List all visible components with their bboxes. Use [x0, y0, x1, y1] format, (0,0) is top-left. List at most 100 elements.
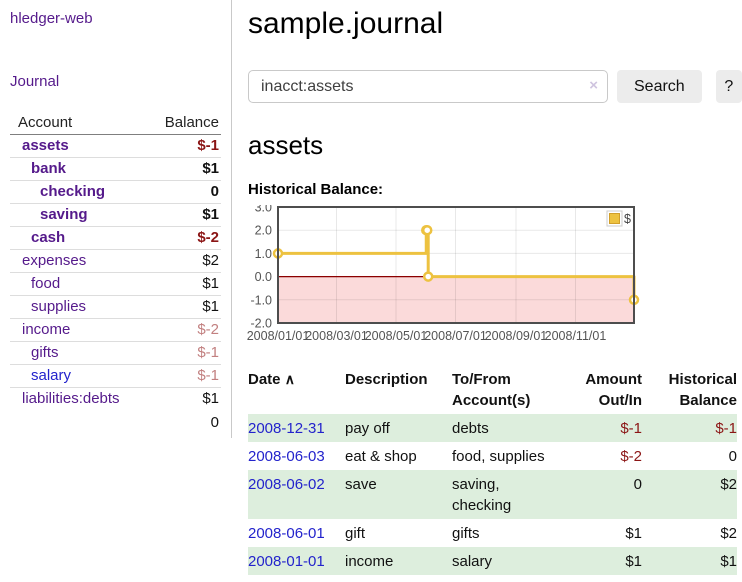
register-row: 2008-01-01 income salary $1 $1 [248, 547, 737, 575]
transaction-accounts: salary [452, 553, 493, 570]
transaction-date-link[interactable]: 2008-12-31 [248, 420, 325, 437]
svg-text:-1.0: -1.0 [250, 293, 272, 307]
search-button[interactable]: Search [617, 70, 702, 103]
sidebar-total-row: 0 [10, 410, 221, 434]
sidebar-account-link[interactable]: salary [31, 367, 72, 384]
page-title: sample.journal [248, 7, 444, 40]
svg-text:2008/03/01: 2008/03/01 [305, 329, 368, 343]
register-row: 2008-12-31 pay off debts $-1 $-1 [248, 414, 737, 442]
sidebar-account-balance: $1 [143, 294, 221, 318]
sidebar-account-link[interactable]: food [31, 275, 61, 292]
transaction-amount: $-2 [620, 448, 642, 465]
transaction-description: income [345, 553, 394, 570]
account-title: assets [248, 130, 324, 160]
svg-text:-2.0: -2.0 [250, 317, 272, 331]
svg-text:2008/09/01: 2008/09/01 [485, 329, 548, 343]
register-header-row: Date ∧ Description To/From Account(s) Am… [248, 369, 737, 414]
transaction-date-link[interactable]: 2008-06-03 [248, 448, 325, 465]
sidebar-account-row: cash $-2 [10, 225, 221, 249]
transaction-balance: $1 [720, 553, 737, 570]
sidebar-account-row: liabilities:debts $1 [10, 386, 221, 410]
sidebar-account-balance: $-2 [143, 317, 221, 341]
sidebar-account-row: bank $1 [10, 156, 221, 180]
register-header-accounts: To/From Account(s) [452, 371, 531, 409]
main-content: sample.journal × Search ? assets Histori… [240, 0, 742, 575]
register-header-description: Description [345, 371, 428, 388]
register-table: Date ∧ Description To/From Account(s) Am… [248, 369, 737, 575]
sidebar-account-row: food $1 [10, 271, 221, 295]
app-brand-link[interactable]: hledger-web [10, 10, 93, 27]
sidebar-account-link[interactable]: assets [22, 137, 69, 154]
transaction-accounts: debts [452, 420, 489, 437]
sidebar-account-balance: $-1 [143, 340, 221, 364]
svg-text:2008/01/01: 2008/01/01 [247, 329, 310, 343]
register-row: 2008-06-03 eat & shop food, supplies $-2 0 [248, 442, 737, 470]
sidebar-account-link[interactable]: gifts [31, 344, 59, 361]
sidebar-account-balance: $1 [143, 271, 221, 295]
sidebar-account-link[interactable]: bank [31, 160, 67, 177]
transaction-balance: $-1 [715, 420, 737, 437]
search-input[interactable] [248, 70, 608, 103]
transaction-description: pay off [345, 420, 390, 437]
clear-search-icon[interactable]: × [589, 77, 598, 94]
sidebar-account-balance: $1 [143, 202, 221, 226]
sidebar-account-link[interactable]: checking [40, 183, 106, 200]
sidebar-accounts-table: Account Balance assets $-1 bank $1 checking 0… [10, 111, 221, 434]
svg-text:2008/05/01: 2008/05/01 [365, 329, 428, 343]
transaction-balance: $2 [720, 525, 737, 542]
register-row: 2008-06-02 save saving, checking 0 $2 [248, 470, 737, 519]
sidebar-account-link[interactable]: saving [40, 206, 88, 223]
register-header-date[interactable]: Date ∧ [248, 371, 295, 388]
register-header-balance: Historical Balance [668, 371, 737, 409]
sidebar-account-balance: $1 [143, 386, 221, 410]
sidebar-account-balance: 0 [143, 179, 221, 203]
sidebar-accounts-header-row: Account Balance [10, 111, 221, 135]
historical-balance-chart: 3.0 2.0 1.0 0.0 -1.0 -2.0 2008/01/01 2008/03/01… [246, 201, 742, 352]
svg-text:0.0: 0.0 [255, 270, 272, 284]
svg-text:2008/11/01: 2008/11/01 [545, 329, 607, 343]
sort-ascending-icon: ∧ [284, 371, 295, 387]
sidebar-account-balance: $-1 [197, 137, 219, 154]
sidebar-account-row: saving $1 [10, 202, 221, 226]
search-form: × Search ? [248, 70, 742, 103]
sidebar-account-row: income $-2 [10, 317, 221, 341]
sidebar-account-link[interactable]: income [22, 321, 71, 338]
sidebar-account-balance: $-1 [143, 363, 221, 387]
sidebar-accounts-body: assets $-1 bank $1 checking 0 saving $1 cash $-2 e… [10, 134, 221, 410]
sidebar-account-row: gifts $-1 [10, 340, 221, 364]
legend-label: $ [624, 212, 631, 226]
transaction-accounts: food, supplies [452, 448, 545, 465]
transaction-balance: $2 [720, 476, 737, 493]
transaction-date-link[interactable]: 2008-06-01 [248, 525, 325, 542]
register-header-amount: Amount Out/In [585, 371, 642, 409]
transaction-description: eat & shop [345, 448, 417, 465]
transaction-date-link[interactable]: 2008-01-01 [248, 553, 325, 570]
svg-text:2008/07/01: 2008/07/01 [424, 329, 487, 343]
sidebar-account-link[interactable]: liabilities:debts [22, 390, 120, 408]
register-body: 2008-12-31 pay off debts $-1 $-1 2008-06-03 ea… [248, 414, 737, 575]
transaction-amount: $-1 [620, 420, 642, 437]
sidebar-account-row: salary $-1 [10, 363, 221, 387]
register-row: 2008-06-01 gift gifts $1 $2 [248, 519, 737, 547]
sidebar-account-link[interactable]: supplies [31, 298, 87, 315]
sidebar-account-row: supplies $1 [10, 294, 221, 318]
sidebar-account-balance: $-2 [143, 225, 221, 249]
sidebar-account-row: expenses $2 [10, 248, 221, 272]
sidebar-header-balance: Balance [143, 111, 221, 135]
transaction-description: save [345, 476, 377, 493]
transaction-amount: $1 [625, 525, 642, 542]
transaction-description: gift [345, 525, 366, 542]
help-button[interactable]: ? [715, 70, 742, 103]
sidebar-account-balance: $1 [143, 156, 221, 180]
sidebar-account-row: assets $-1 [10, 134, 221, 157]
transaction-balance: 0 [728, 448, 737, 465]
sidebar-account-link[interactable]: cash [31, 229, 66, 246]
sidebar: hledger-web Journal Account Balance asse… [0, 0, 232, 438]
sidebar-total-balance: 0 [210, 413, 219, 431]
transaction-date-link[interactable]: 2008-06-02 [248, 476, 325, 493]
sidebar-item-journal[interactable]: Journal [10, 73, 60, 90]
transaction-accounts: saving, checking [452, 476, 512, 514]
sidebar-header-account: Account [10, 111, 144, 135]
sidebar-account-link[interactable]: expenses [22, 252, 87, 269]
transaction-accounts: gifts [452, 525, 480, 542]
